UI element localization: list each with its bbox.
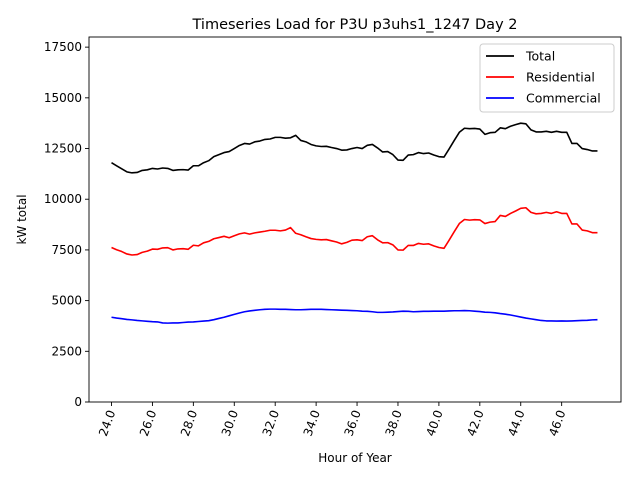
legend-box — [479, 43, 615, 113]
chart-title: Timeseries Load for P3U p3uhs1_1247 Day … — [192, 17, 518, 33]
series-line-commercial — [111, 308, 598, 324]
x-tick-label: 40.0 — [423, 408, 445, 438]
x-tick-label: 44.0 — [505, 408, 527, 438]
x-tick-label: 24.0 — [96, 408, 118, 438]
y-axis: 0 2500 5000 7500 10000 12500 15000 17500 — [44, 40, 89, 409]
legend-label-residential: Residential — [526, 70, 595, 85]
x-tick-label: 36.0 — [342, 408, 364, 438]
x-axis: 24.0 26.0 28.0 30.0 32.0 34.0 36.0 38.0 40.0 42.0… — [96, 402, 568, 438]
x-tick-label: 34.0 — [301, 408, 323, 438]
x-tick-label: 32.0 — [260, 408, 282, 438]
x-tick-label: 30.0 — [219, 408, 241, 438]
x-tick-label: 26.0 — [137, 408, 159, 438]
x-tick-label: 46.0 — [546, 408, 568, 438]
y-tick-label: 7500 — [51, 243, 82, 257]
legend: Total Residential Commercial — [479, 43, 615, 113]
series-line-total — [111, 122, 598, 174]
series-lines — [111, 122, 598, 324]
x-axis-label: Hour of Year — [318, 451, 392, 465]
y-axis-label: kW total — [15, 194, 29, 244]
y-tick-label: 15000 — [44, 91, 82, 105]
x-tick-label: 28.0 — [178, 408, 200, 438]
series-line-residential — [111, 206, 598, 256]
plot-frame — [88, 36, 622, 403]
x-tick-label: 38.0 — [382, 408, 404, 438]
y-tick-label: 2500 — [51, 344, 82, 358]
legend-label-commercial: Commercial — [526, 91, 601, 106]
x-tick-label: 42.0 — [464, 408, 486, 438]
y-tick-label: 0 — [74, 395, 82, 409]
y-tick-label: 5000 — [51, 294, 82, 308]
y-tick-label: 10000 — [44, 192, 82, 206]
y-tick-label: 12500 — [44, 142, 82, 156]
legend-label-total: Total — [525, 49, 555, 64]
y-tick-label: 17500 — [44, 40, 82, 54]
